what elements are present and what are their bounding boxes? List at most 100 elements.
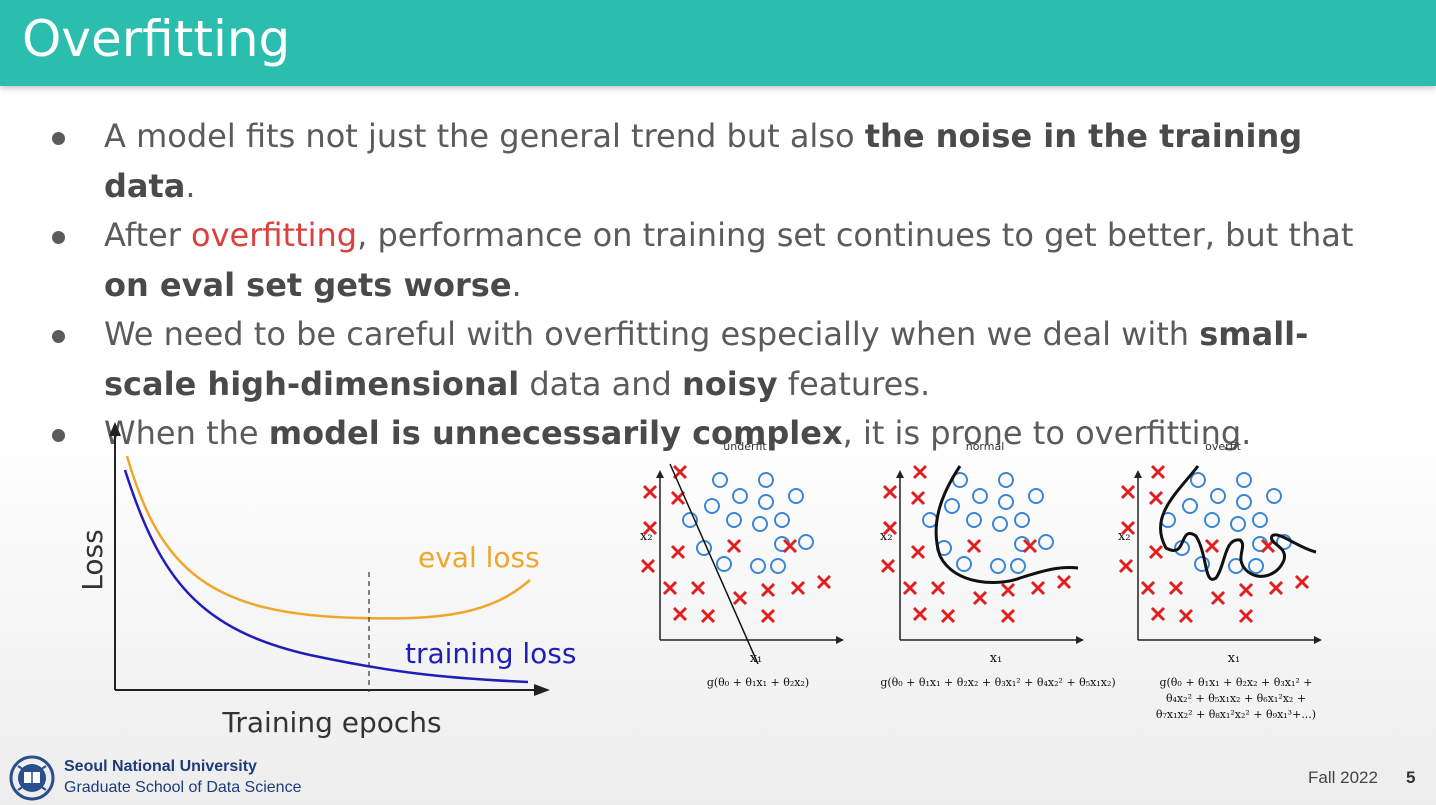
class-circle-marker	[1010, 558, 1026, 574]
bullet-item: After overfitting, performance on traini…	[48, 211, 1388, 310]
class-cross-marker	[690, 580, 706, 596]
training-loss-curve	[123, 469, 529, 684]
class-cross-marker	[1238, 582, 1254, 598]
bullet-dot	[52, 231, 65, 244]
bullet-emphasis: the noise in the training data	[104, 117, 1303, 205]
class-cross-marker	[642, 484, 658, 500]
page-number: 5	[1406, 768, 1416, 787]
panel-x-arrow	[1076, 636, 1084, 644]
class-cross-marker	[700, 608, 716, 624]
class-circle-marker	[998, 472, 1014, 488]
class-circle-marker	[752, 516, 768, 532]
class-circle-marker	[944, 498, 960, 514]
bullet-text: After	[104, 216, 192, 254]
class-circle-marker	[1182, 498, 1198, 514]
class-cross-marker	[930, 580, 946, 596]
decision-boundary	[669, 463, 759, 665]
class-circle-marker	[712, 472, 728, 488]
class-cross-marker	[1268, 580, 1284, 596]
class-cross-marker	[880, 558, 896, 574]
panel-formula-line: θ₄x₂² + θ₅x₁x₂ + θ₆x₁²x₂ +	[1166, 692, 1306, 705]
title-bar: Overfitting	[0, 0, 1436, 86]
bullet-text: data and	[519, 364, 682, 403]
bullet-emphasis: model is unnecessarily complex	[268, 414, 843, 452]
class-cross-marker	[1204, 538, 1220, 554]
class-cross-marker	[1238, 608, 1254, 624]
decision-boundary	[934, 465, 1079, 584]
snu-emblem-icon	[9, 755, 55, 801]
class-circle-marker	[716, 556, 732, 572]
class-circle-marker	[1014, 512, 1030, 528]
bullet-emphasis: small-scale high-dimensional	[104, 315, 1309, 403]
class-circle-marker	[956, 556, 972, 572]
slide-title: Overfitting	[22, 10, 291, 68]
class-circle-marker	[774, 512, 790, 528]
class-cross-marker	[910, 544, 926, 560]
class-cross-marker	[782, 538, 798, 554]
class-cross-marker	[902, 580, 918, 596]
class-cross-marker	[662, 580, 678, 596]
class-cross-marker	[882, 520, 898, 536]
eval-loss-curve	[125, 455, 531, 620]
class-circle-marker	[1210, 488, 1226, 504]
class-cross-marker	[1120, 520, 1136, 536]
bullet-text: We need to be careful with overfitting e…	[104, 315, 1200, 353]
bullet-text: When the	[104, 414, 269, 452]
class-cross-marker	[1022, 538, 1038, 554]
class-cross-marker	[670, 544, 686, 560]
panel-y-arrow	[656, 470, 664, 478]
class-cross-marker	[1294, 574, 1310, 590]
class-circle-marker	[1248, 558, 1264, 574]
class-circle-marker	[1230, 516, 1246, 532]
class-circle-marker	[770, 558, 786, 574]
class-circle-marker	[1190, 472, 1206, 488]
class-circle-marker	[732, 488, 748, 504]
class-cross-marker	[1000, 608, 1016, 624]
class-cross-marker	[1148, 490, 1164, 506]
y-axis-label: Loss	[76, 529, 109, 590]
class-circle-marker	[1194, 556, 1210, 572]
class-circle-marker	[788, 488, 804, 504]
university-name: Seoul National University	[64, 758, 257, 775]
bullet-text: features.	[777, 364, 931, 403]
bullet-emphasis: noisy	[681, 364, 778, 403]
bullet-text: .	[185, 166, 196, 205]
panel-y-arrow	[896, 470, 904, 478]
class-circle-marker	[972, 488, 988, 504]
bullet-item: A model fits not just the general trend …	[48, 112, 1388, 211]
class-cross-marker	[642, 520, 658, 536]
class-circle-marker	[1038, 534, 1054, 550]
class-circle-marker	[990, 558, 1006, 574]
panel-formula-line: θ₇x₁x₂² + θ₈x₁²x₂² + θ₉x₁³+...)	[1156, 708, 1316, 721]
class-cross-marker	[1030, 580, 1046, 596]
class-cross-marker	[816, 574, 832, 590]
class-cross-marker	[1120, 484, 1136, 500]
class-circle-marker	[726, 512, 742, 528]
class-circle-marker	[1236, 494, 1252, 510]
class-cross-marker	[912, 464, 928, 480]
panel-title: normal	[966, 440, 1005, 453]
panel-x-arrow	[836, 636, 844, 644]
school-name: Graduate School of Data Science	[64, 779, 302, 796]
class-circle-marker	[1236, 472, 1252, 488]
bullet-text: .	[511, 265, 522, 304]
class-cross-marker	[912, 606, 928, 622]
class-cross-marker	[966, 538, 982, 554]
panel-y-arrow	[1134, 470, 1142, 478]
class-circle-marker	[682, 512, 698, 528]
class-cross-marker	[1148, 544, 1164, 560]
class-cross-marker	[1150, 464, 1166, 480]
class-cross-marker	[940, 608, 956, 624]
class-cross-marker	[1140, 580, 1156, 596]
class-circle-marker	[758, 494, 774, 510]
class-cross-marker	[670, 490, 686, 506]
class-cross-marker	[1056, 574, 1072, 590]
bullet-list: A model fits not just the general trend …	[48, 112, 1388, 459]
class-circle-marker	[992, 516, 1008, 532]
panel-formula-line: g(θ₀ + θ₁x₁ + θ₂x₂)	[707, 676, 809, 689]
class-cross-marker	[760, 582, 776, 598]
panel-x-label: x₁	[1228, 651, 1241, 666]
